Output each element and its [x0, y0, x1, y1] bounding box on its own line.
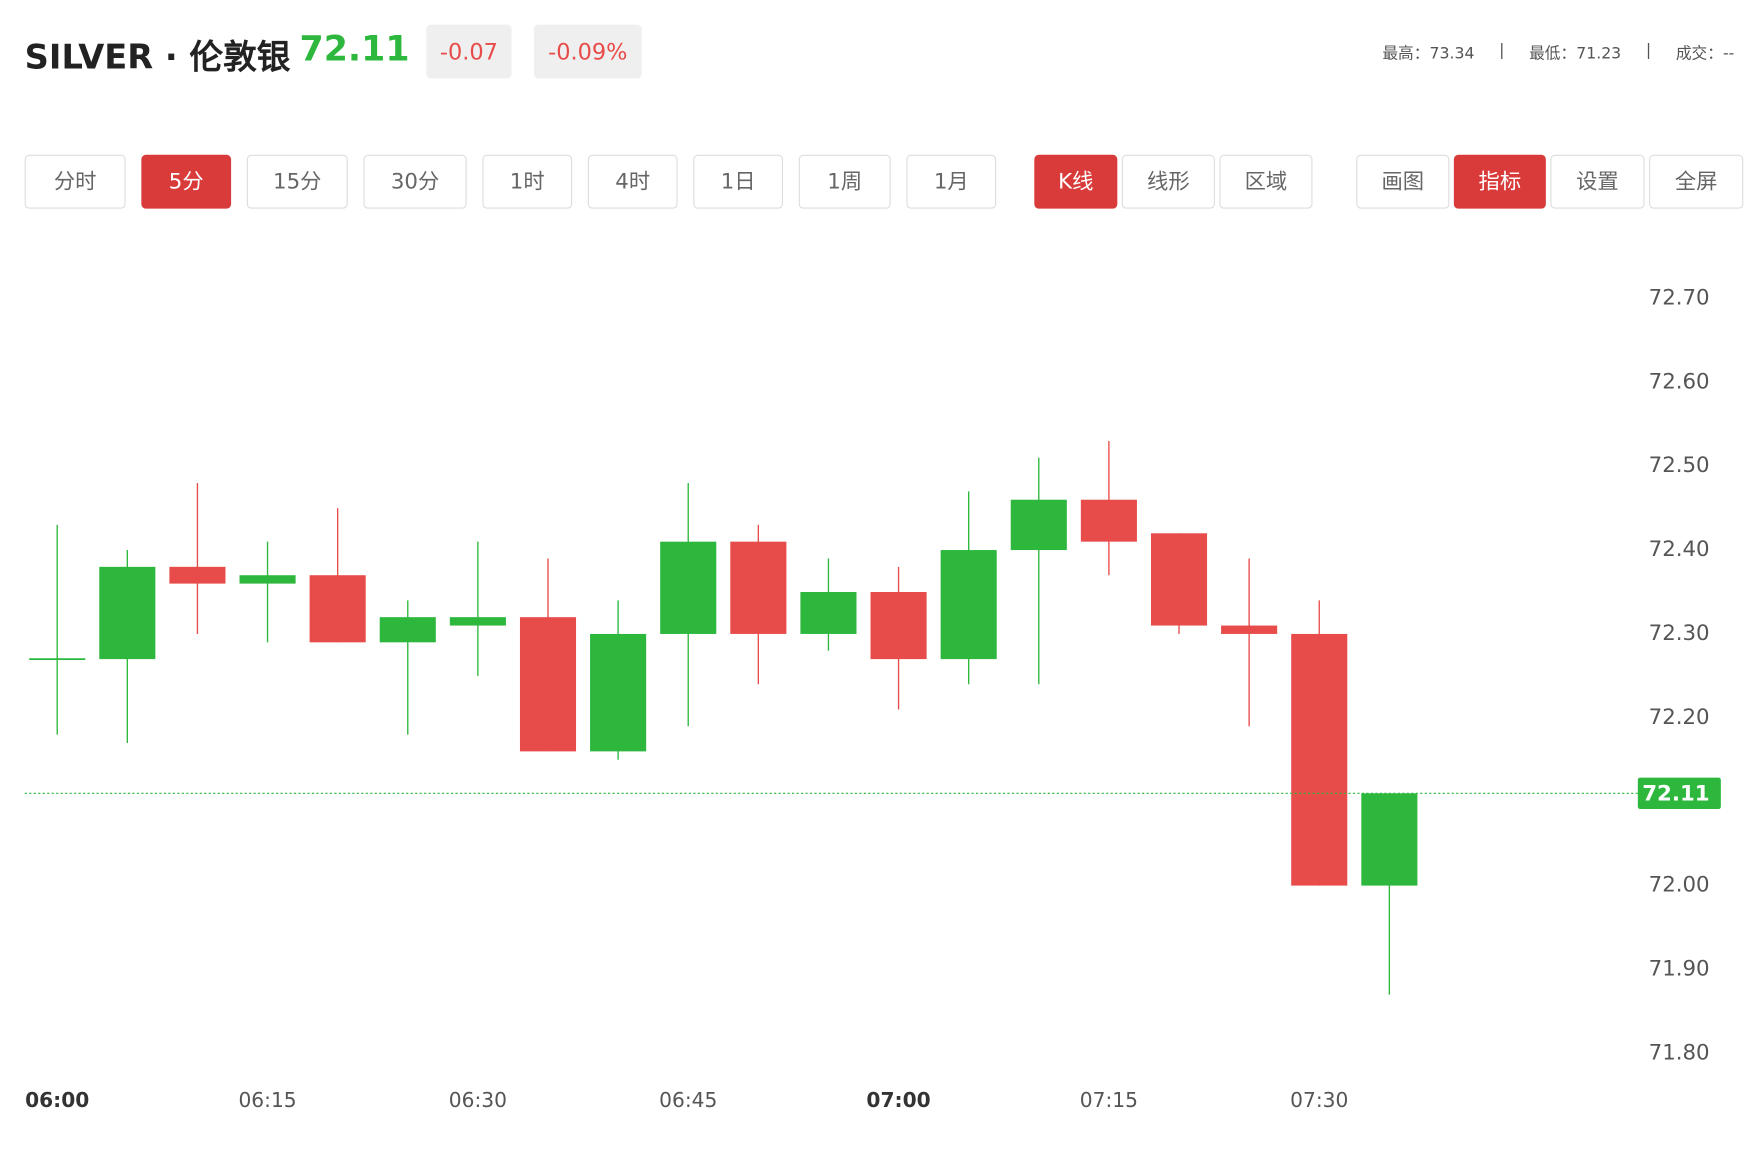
x-tick-label: 06:45	[659, 1088, 717, 1112]
button[interactable]: 设置	[1550, 154, 1645, 209]
candle-body	[730, 541, 787, 634]
change: -0.07	[426, 24, 512, 79]
button[interactable]: 1时	[482, 154, 573, 209]
y-tick-label: 72.40	[1649, 537, 1710, 562]
candle-body	[660, 541, 717, 634]
candle-body	[1291, 633, 1348, 886]
candle-body	[379, 617, 436, 643]
candle-body	[309, 575, 366, 643]
candle-body	[239, 575, 296, 584]
candle-body	[870, 591, 927, 660]
y-tick-label: 71.90	[1649, 956, 1710, 981]
x-tick-label: 06:15	[238, 1088, 296, 1112]
button-group: K线 线形 区域	[1034, 154, 1313, 209]
change-pct: -0.09%	[533, 24, 642, 79]
stat: 最低：71.23	[1529, 44, 1622, 63]
separator: |	[1499, 41, 1505, 60]
button[interactable]: 画图	[1356, 154, 1450, 209]
stat: 成交：--	[1675, 44, 1735, 63]
symbol: SILVER · 伦敦银	[24, 38, 291, 78]
button[interactable]: 1月	[906, 154, 997, 209]
candle-body	[1361, 793, 1418, 886]
button[interactable]: 30分	[363, 154, 467, 209]
button[interactable]: 线形	[1121, 154, 1215, 209]
price: 72.11	[299, 29, 410, 70]
button[interactable]: 1日	[693, 154, 784, 209]
x-tick-label: 06:00	[25, 1088, 89, 1112]
candle-body	[1080, 499, 1137, 542]
button[interactable]: 15分	[246, 154, 348, 209]
button[interactable]: 1周	[798, 154, 891, 209]
y-tick-label: 72.20	[1649, 705, 1710, 730]
candle-body	[1010, 499, 1067, 551]
candle-body	[800, 591, 857, 634]
button[interactable]: 区域	[1219, 154, 1313, 209]
candle-body	[99, 566, 156, 660]
last-price-label: 72.11	[1642, 781, 1709, 806]
candle-body	[940, 550, 997, 660]
y-tick-label: 72.30	[1649, 621, 1710, 646]
separator: |	[1645, 41, 1652, 60]
x-tick-label: 07:00	[866, 1088, 930, 1112]
y-tick-label: 72.50	[1649, 453, 1710, 478]
button[interactable]: 5分	[141, 154, 232, 209]
stats: 最高：73.34 | 最低：71.23 | 成交：--	[1382, 42, 1734, 64]
candle-body	[1221, 625, 1278, 634]
y-tick-label: 71.80	[1649, 1040, 1710, 1065]
candle-body	[1150, 533, 1208, 626]
y-tick-label: 72.70	[1649, 285, 1710, 310]
button[interactable]: 指标	[1453, 154, 1546, 209]
x-tick-label: 07:15	[1080, 1088, 1138, 1112]
stat: 最高：73.34	[1382, 44, 1475, 63]
candle-body	[449, 617, 506, 626]
button-group: 画图 指标 设置 全屏	[1356, 154, 1744, 209]
button-group: 分时 5分 15分 30分 1时 4时 1日 1周 1月	[24, 154, 997, 209]
button[interactable]: 分时	[24, 154, 126, 209]
button[interactable]: K线	[1034, 154, 1118, 209]
y-tick-label: 72.00	[1649, 873, 1710, 898]
button[interactable]: 4时	[587, 154, 678, 209]
y-tick-label: 72.60	[1649, 369, 1710, 394]
last-price-box	[1637, 777, 1721, 810]
candle-body	[590, 633, 647, 752]
x-tick-label: 06:30	[449, 1088, 507, 1112]
button[interactable]: 全屏	[1649, 154, 1744, 209]
x-tick-label: 07:30	[1290, 1088, 1348, 1112]
candle-body	[169, 566, 226, 584]
candle-body	[519, 617, 577, 752]
